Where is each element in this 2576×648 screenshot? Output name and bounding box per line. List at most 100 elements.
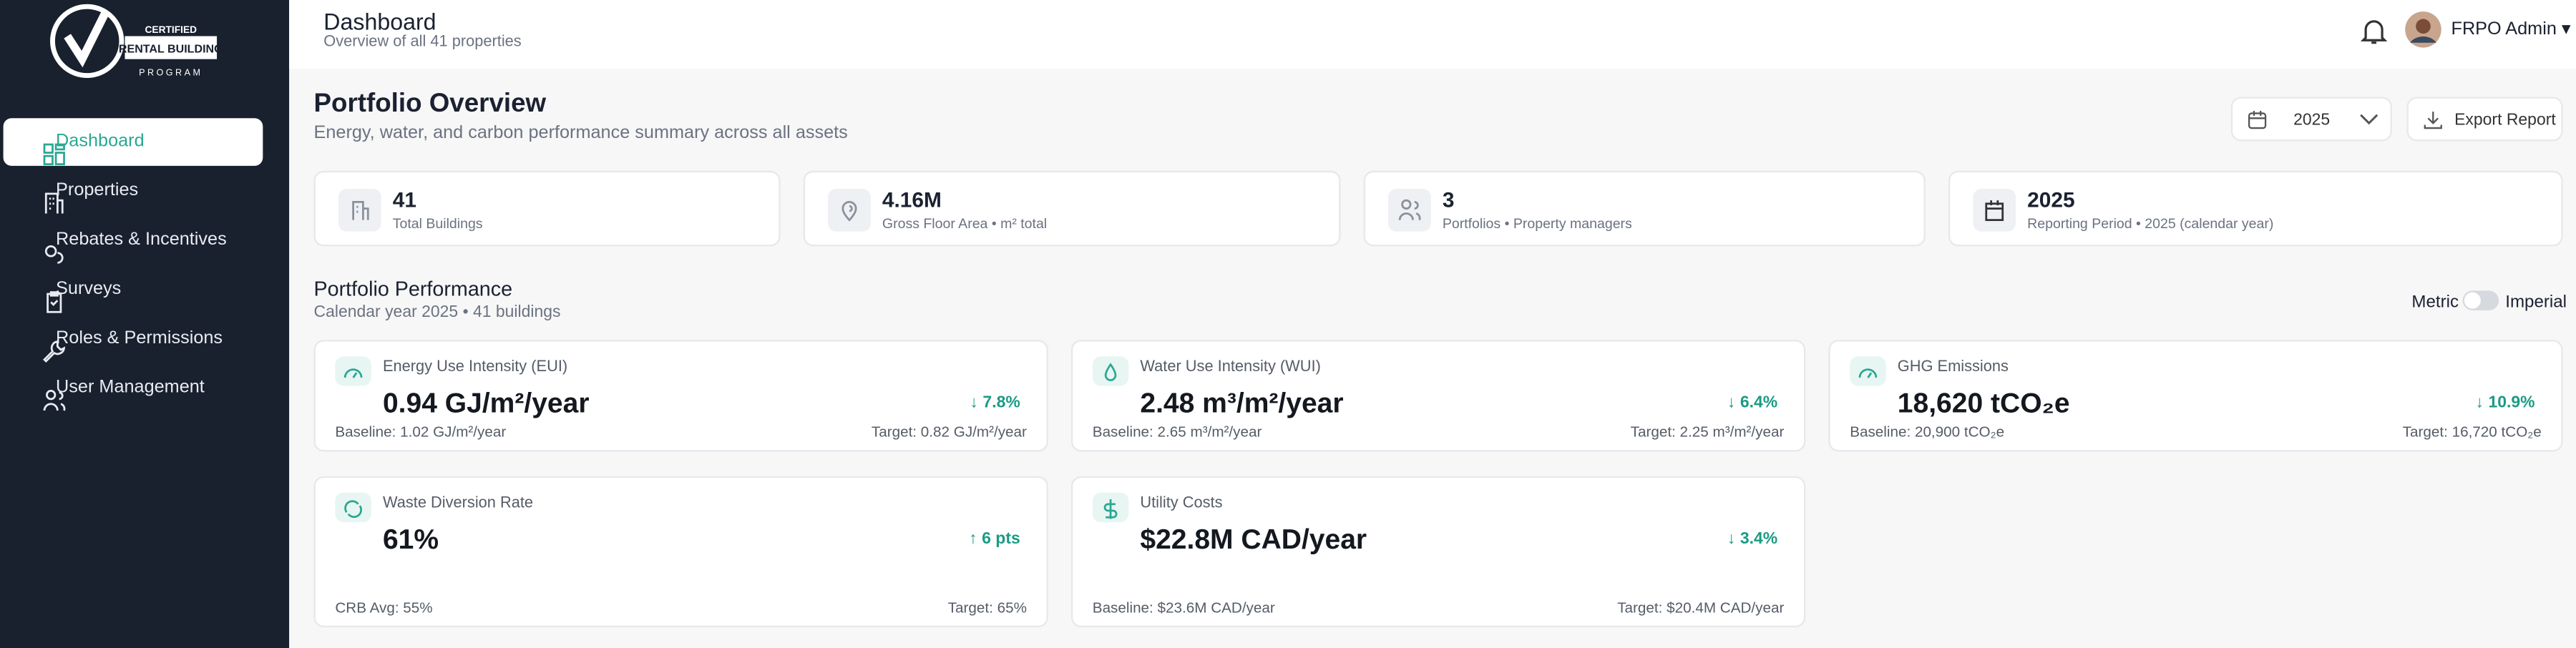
metric-card: GHG Emissions 18,620 tCO₂e ↓ 10.9% Baseline… bbox=[1828, 340, 2563, 452]
metric-title: GHG Emissions bbox=[1897, 358, 2009, 376]
stat-label: Total Buildings bbox=[392, 215, 483, 232]
nav-label: Dashboard bbox=[56, 131, 145, 152]
metric-icon bbox=[335, 356, 371, 386]
metric-baseline: Baseline: 1.02 GJ/m²/year bbox=[335, 423, 507, 441]
icon bbox=[342, 498, 365, 529]
page-subtitle: Overview of all 41 properties bbox=[323, 32, 522, 51]
stat-icon bbox=[1973, 189, 2016, 232]
stat-value: 3 bbox=[1442, 187, 1455, 212]
section-title: Portfolio Overview bbox=[313, 90, 547, 119]
nav-label: Roles & Permissions bbox=[56, 328, 223, 348]
metric-target: Target: $20.4M CAD/year bbox=[1617, 599, 1785, 616]
nav-label: User Management bbox=[56, 378, 205, 398]
nav-item[interactable]: Rebates & Incentives bbox=[4, 217, 263, 265]
nav-item[interactable]: Surveys bbox=[4, 266, 263, 314]
year-select[interactable]: 2025 bbox=[2230, 97, 2392, 142]
stat-icon bbox=[1388, 189, 1431, 232]
icon bbox=[838, 199, 861, 230]
stat-card: 4.16M Gross Floor Area • m² total bbox=[803, 170, 1341, 247]
unit-toggle[interactable] bbox=[2462, 290, 2499, 310]
icon bbox=[348, 199, 371, 230]
metric-icon bbox=[335, 492, 371, 523]
stat-label: Reporting Period • 2025 (calendar year) bbox=[2027, 215, 2274, 232]
metric-value: 2.48 m³/m²/year bbox=[1140, 387, 1344, 419]
metric-target: Target: 65% bbox=[947, 599, 1027, 616]
metric-change: ↓ 6.4% bbox=[1727, 394, 1778, 413]
metric-baseline: CRB Avg: 55% bbox=[335, 599, 433, 616]
metric-title: Water Use Intensity (WUI) bbox=[1140, 358, 1321, 376]
nav-label: Properties bbox=[56, 180, 139, 201]
chevron bbox=[2360, 114, 2379, 125]
section-title: Portfolio Performance bbox=[313, 278, 513, 301]
download-icon bbox=[2424, 112, 2442, 129]
stat-label: Portfolios • Property managers bbox=[1442, 215, 1632, 232]
metric-change: ↑ 6 pts bbox=[969, 530, 1020, 549]
unit-metric: Metric bbox=[2411, 292, 2459, 313]
icon bbox=[342, 361, 365, 393]
user-menu[interactable]: FRPO Admin ▾ bbox=[2451, 19, 2571, 40]
notifications[interactable] bbox=[2361, 16, 2387, 46]
metric-icon bbox=[1850, 356, 1886, 386]
nav-item[interactable]: Properties bbox=[4, 167, 263, 215]
nav-label: Surveys bbox=[56, 279, 122, 299]
nav-item[interactable]: Dashboard bbox=[3, 118, 263, 166]
metric-card: Waste Diversion Rate 61% ↑ 6 pts CRB Avg: 5… bbox=[313, 476, 1048, 628]
icon bbox=[1099, 361, 1122, 393]
export-button[interactable]: Export Report bbox=[2406, 97, 2563, 142]
logo-text: CERTIFIED bbox=[145, 24, 197, 35]
nav-item[interactable]: User Management bbox=[4, 365, 263, 413]
metric-value: 61% bbox=[382, 524, 439, 556]
logo: CERTIFIED RENTAL BUILDING PROGRAM bbox=[50, 4, 223, 79]
metric-baseline: Baseline: $23.6M CAD/year bbox=[1092, 599, 1275, 616]
metric-change: ↓ 3.4% bbox=[1727, 530, 1778, 549]
stat-card: 2025 Reporting Period • 2025 (calendar ye… bbox=[1948, 170, 2563, 247]
metric-change: ↓ 7.8% bbox=[970, 394, 1020, 413]
metric-title: Energy Use Intensity (EUI) bbox=[382, 358, 568, 376]
icon bbox=[1099, 498, 1122, 529]
metric-value: 0.94 GJ/m²/year bbox=[382, 387, 590, 419]
logo-text: PROGRAM bbox=[139, 68, 203, 78]
year-value: 2025 bbox=[2293, 112, 2331, 130]
metric-value: $22.8M CAD/year bbox=[1140, 524, 1367, 556]
metric-target: Target: 0.82 GJ/m²/year bbox=[871, 423, 1027, 441]
metric-icon bbox=[1092, 356, 1129, 386]
icon bbox=[1398, 199, 1421, 230]
stat-value: 4.16M bbox=[882, 187, 942, 212]
metric-change: ↓ 10.9% bbox=[2475, 394, 2535, 413]
section-subtitle: Calendar year 2025 • 41 buildings bbox=[313, 303, 561, 323]
calendar-icon bbox=[2248, 110, 2267, 129]
icon bbox=[1856, 361, 1879, 393]
stat-icon bbox=[338, 189, 381, 232]
header: Dashboard Overview of all 41 properties … bbox=[289, 0, 2576, 69]
metric-target: Target: 2.25 m³/m²/year bbox=[1630, 423, 1785, 441]
sidebar: CERTIFIED RENTAL BUILDING PROGRAM Dashbo… bbox=[0, 0, 290, 648]
stat-value: 41 bbox=[392, 187, 416, 212]
user-name: FRPO Admin bbox=[2451, 19, 2557, 40]
section-subtitle: Energy, water, and carbon performance su… bbox=[313, 123, 848, 143]
metric-baseline: Baseline: 20,900 tCO₂e bbox=[1850, 423, 2005, 441]
stat-value: 2025 bbox=[2027, 187, 2075, 212]
metric-target: Target: 16,720 tCO₂e bbox=[2402, 423, 2542, 441]
nav-label: Rebates & Incentives bbox=[56, 230, 227, 250]
metric-title: Waste Diversion Rate bbox=[382, 494, 534, 513]
metric-baseline: Baseline: 2.65 m³/m²/year bbox=[1092, 423, 1262, 441]
unit-imperial: Imperial bbox=[2505, 292, 2567, 313]
metric-title: Utility Costs bbox=[1140, 494, 1223, 513]
metric-card: Water Use Intensity (WUI) 2.48 m³/m²/year… bbox=[1070, 340, 1806, 452]
nav-item[interactable]: Roles & Permissions bbox=[4, 315, 263, 363]
stat-card: 3 Portfolios • Property managers bbox=[1363, 170, 1926, 247]
page-title: Dashboard bbox=[323, 8, 436, 35]
stat-label: Gross Floor Area • m² total bbox=[882, 215, 1048, 232]
metric-value: 18,620 tCO₂e bbox=[1897, 387, 2070, 419]
avatar[interactable] bbox=[2404, 10, 2443, 49]
metric-icon bbox=[1092, 492, 1129, 523]
icon bbox=[1983, 199, 2006, 230]
stat-icon bbox=[828, 189, 871, 232]
stat-card: 41 Total Buildings bbox=[313, 170, 781, 247]
metric-card: Utility Costs $22.8M CAD/year ↓ 3.4% Baseli… bbox=[1070, 476, 1806, 628]
logo-text: RENTAL BUILDING bbox=[119, 42, 223, 55]
metric-card: Energy Use Intensity (EUI) 0.94 GJ/m²/yea… bbox=[313, 340, 1048, 452]
